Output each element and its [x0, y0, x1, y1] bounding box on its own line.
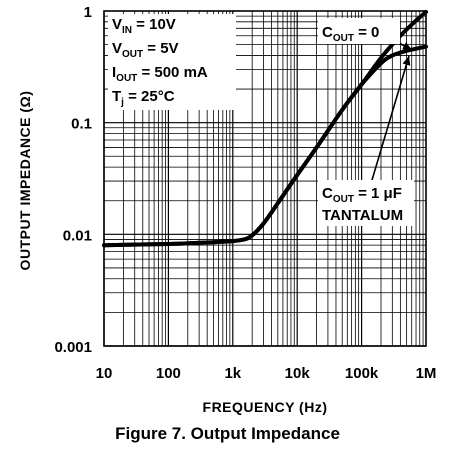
- x-axis-label: FREQUENCY (Hz): [203, 399, 328, 415]
- x-tick-label: 10k: [285, 365, 311, 382]
- label-background: [318, 180, 414, 226]
- y-tick-label: 0.1: [71, 116, 92, 133]
- series-label-cout-1uf: COUT = 1 μF: [322, 185, 402, 205]
- arrow-cout-1uf: [371, 55, 410, 181]
- condition-line: IOUT = 500 mA: [112, 64, 208, 84]
- condition-line: VIN = 10V: [112, 16, 176, 36]
- label-background: [318, 18, 400, 44]
- annotation-arrows: [371, 36, 413, 181]
- y-tick-label: 1: [84, 4, 92, 21]
- x-tick-labels: 10 100 1k 10k 100k 1M: [96, 365, 437, 382]
- series-label-cout-0: COUT = 0: [322, 24, 379, 44]
- conditions-background: [108, 14, 236, 110]
- arrow-cout-0-head: [402, 42, 412, 50]
- x-tick-label: 100k: [345, 365, 379, 382]
- series-labels: COUT = 0 COUT = 1 μF TANTALUM: [318, 18, 414, 226]
- figure-caption: Figure 7. Output Impedance: [115, 424, 340, 443]
- x-tick-label: 1k: [224, 365, 241, 382]
- condition-line: VOUT = 5V: [112, 40, 179, 60]
- test-conditions: VIN = 10V VOUT = 5V IOUT = 500 mA Tj = 25°C: [108, 14, 236, 110]
- condition-line: Tj = 25°C: [112, 88, 175, 108]
- arrow-cout-1uf-head: [402, 56, 411, 66]
- x-tick-label: 10: [96, 365, 113, 382]
- x-tick-label: 100: [156, 365, 181, 382]
- y-axis-label: OUTPUT IMPEDANCE (Ω): [17, 91, 33, 271]
- y-tick-labels: 0.001 0.01 0.1 1: [54, 4, 92, 356]
- y-tick-label: 0.01: [63, 227, 92, 244]
- x-tick-label: 1M: [416, 365, 437, 382]
- series-label-tantalum: TANTALUM: [322, 207, 403, 224]
- plot-frame: [103, 10, 427, 347]
- series-line-2: [102, 44, 428, 248]
- y-tick-label: 0.001: [54, 339, 92, 356]
- curves: [102, 10, 428, 248]
